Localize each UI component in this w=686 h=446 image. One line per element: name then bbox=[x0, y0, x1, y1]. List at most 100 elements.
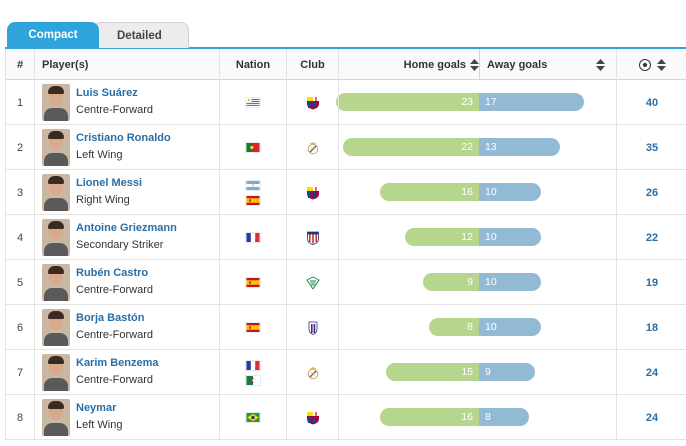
row-number: 5 bbox=[16, 276, 24, 289]
header-home-goals[interactable]: Home goals bbox=[339, 49, 479, 80]
player-photo[interactable] bbox=[42, 399, 70, 436]
away-goals-value: 13 bbox=[485, 141, 497, 153]
total-goals-link[interactable]: 24 bbox=[645, 411, 659, 424]
player-name-link[interactable]: Antoine Griezmann bbox=[76, 222, 177, 234]
club-cell[interactable] bbox=[287, 80, 338, 125]
barcelona-crest-icon[interactable] bbox=[306, 411, 320, 425]
table-row[interactable]: 3 Lionel Messi Right Wing 16 10 26 bbox=[6, 170, 686, 215]
ball-icon bbox=[638, 58, 651, 71]
table-row[interactable]: 4 Antoine Griezmann Secondary Striker 12… bbox=[6, 215, 686, 260]
player-cell: Antoine Griezmann Secondary Striker bbox=[35, 215, 219, 260]
france-flag-icon bbox=[245, 232, 261, 243]
away-goals-bar: 9 bbox=[479, 363, 535, 381]
sort-icon[interactable] bbox=[656, 58, 666, 71]
atletico-madrid-crest-icon[interactable] bbox=[306, 231, 320, 245]
total-goals-cell: 18 bbox=[617, 305, 686, 350]
header-divider bbox=[479, 49, 480, 80]
uruguay-flag-icon bbox=[245, 97, 261, 108]
player-name-link[interactable]: Borja Bastón bbox=[76, 312, 145, 324]
real-madrid-crest-icon[interactable]: M bbox=[306, 366, 320, 380]
player-photo[interactable] bbox=[42, 354, 70, 391]
table-row[interactable]: 7 Karim Benzema Centre-Forward M 15 9 24 bbox=[6, 350, 686, 395]
argentina-flag-icon bbox=[245, 179, 261, 191]
player-name-link[interactable]: Neymar bbox=[76, 402, 117, 414]
home-goals-value: 8 bbox=[467, 321, 473, 333]
goals-bar-cell: 15 9 bbox=[339, 350, 616, 395]
player-photo[interactable] bbox=[42, 219, 70, 256]
player-photo[interactable] bbox=[42, 264, 70, 301]
barcelona-crest-icon[interactable] bbox=[306, 96, 320, 110]
total-goals-cell: 26 bbox=[617, 170, 686, 215]
away-goals-bar: 17 bbox=[479, 93, 585, 111]
player-position: Centre-Forward bbox=[76, 374, 154, 386]
home-goals-bar: 16 bbox=[379, 408, 479, 426]
player-name-link[interactable]: Rubén Castro bbox=[76, 267, 149, 279]
player-name-link[interactable]: Karim Benzema bbox=[76, 357, 159, 369]
home-goals-value: 15 bbox=[461, 366, 473, 378]
club-cell[interactable] bbox=[287, 260, 338, 305]
nation-cell bbox=[220, 80, 286, 125]
nation-cell bbox=[220, 170, 286, 215]
eibar-crest-icon[interactable] bbox=[306, 321, 320, 335]
player-cell: Lionel Messi Right Wing bbox=[35, 170, 219, 215]
home-goals-value: 9 bbox=[467, 276, 473, 288]
away-goals-bar: 13 bbox=[479, 138, 560, 156]
club-cell[interactable] bbox=[287, 170, 338, 215]
table-row[interactable]: 1 Luis Suárez Centre-Forward 23 17 40 bbox=[6, 80, 686, 125]
goals-bar-cell: 8 10 bbox=[339, 305, 616, 350]
sort-icon[interactable] bbox=[470, 58, 479, 71]
player-name-link[interactable]: Luis Suárez bbox=[76, 87, 138, 99]
away-goals-bar: 10 bbox=[479, 183, 541, 201]
total-goals-link[interactable]: 18 bbox=[645, 321, 659, 334]
barcelona-crest-icon[interactable] bbox=[306, 186, 320, 200]
total-goals-link[interactable]: 35 bbox=[645, 141, 659, 154]
total-goals-link[interactable]: 22 bbox=[645, 231, 659, 244]
tab-underline bbox=[5, 47, 686, 49]
player-photo[interactable] bbox=[42, 309, 70, 346]
away-goals-value: 10 bbox=[485, 321, 497, 333]
club-cell[interactable]: M bbox=[287, 125, 338, 170]
table-row[interactable]: 6 Borja Bastón Centre-Forward 8 10 18 bbox=[6, 305, 686, 350]
player-photo[interactable] bbox=[42, 84, 70, 121]
club-cell[interactable] bbox=[287, 395, 338, 440]
player-cell: Rubén Castro Centre-Forward bbox=[35, 260, 219, 305]
header-away-goals-sort[interactable] bbox=[596, 49, 612, 80]
player-photo[interactable] bbox=[42, 129, 70, 166]
player-cell: Karim Benzema Centre-Forward bbox=[35, 350, 219, 395]
sort-icon[interactable] bbox=[596, 58, 605, 71]
table-row[interactable]: 2 Cristiano Ronaldo Left Wing M 22 13 35 bbox=[6, 125, 686, 170]
away-goals-bar: 8 bbox=[479, 408, 529, 426]
total-goals-link[interactable]: 26 bbox=[645, 186, 659, 199]
tab-detailed[interactable]: Detailed bbox=[93, 22, 189, 48]
away-goals-bar: 10 bbox=[479, 228, 541, 246]
scorers-table: # Player(s) Nation Club Home goals Away … bbox=[5, 49, 686, 440]
player-photo[interactable] bbox=[42, 174, 70, 211]
club-cell[interactable] bbox=[287, 215, 338, 260]
home-goals-bar: 23 bbox=[336, 93, 479, 111]
total-goals-link[interactable]: 24 bbox=[645, 366, 659, 379]
home-goals-bar: 15 bbox=[386, 363, 479, 381]
total-goals-link[interactable]: 40 bbox=[645, 96, 659, 109]
player-name-link[interactable]: Cristiano Ronaldo bbox=[76, 132, 171, 144]
away-goals-value: 8 bbox=[485, 411, 491, 423]
svg-text:M: M bbox=[311, 146, 315, 152]
table-row[interactable]: 5 Rubén Castro Centre-Forward 9 10 19 bbox=[6, 260, 686, 305]
player-cell: Borja Bastón Centre-Forward bbox=[35, 305, 219, 350]
total-goals-link[interactable]: 19 bbox=[645, 276, 659, 289]
away-goals-value: 9 bbox=[485, 366, 491, 378]
row-number: 4 bbox=[16, 231, 24, 244]
club-cell[interactable]: M bbox=[287, 350, 338, 395]
tab-compact[interactable]: Compact bbox=[7, 22, 99, 48]
total-goals-cell: 24 bbox=[617, 350, 686, 395]
home-goals-value: 23 bbox=[461, 96, 473, 108]
nation-cell bbox=[220, 395, 286, 440]
real-madrid-crest-icon[interactable]: M bbox=[306, 141, 320, 155]
player-name-link[interactable]: Lionel Messi bbox=[76, 177, 143, 189]
row-number: 1 bbox=[16, 96, 24, 109]
away-goals-value: 17 bbox=[485, 96, 497, 108]
nation-cell bbox=[220, 260, 286, 305]
table-row[interactable]: 8 Neymar Left Wing 16 8 24 bbox=[6, 395, 686, 440]
header-total[interactable] bbox=[617, 49, 686, 80]
real-betis-crest-icon[interactable] bbox=[305, 275, 320, 290]
club-cell[interactable] bbox=[287, 305, 338, 350]
